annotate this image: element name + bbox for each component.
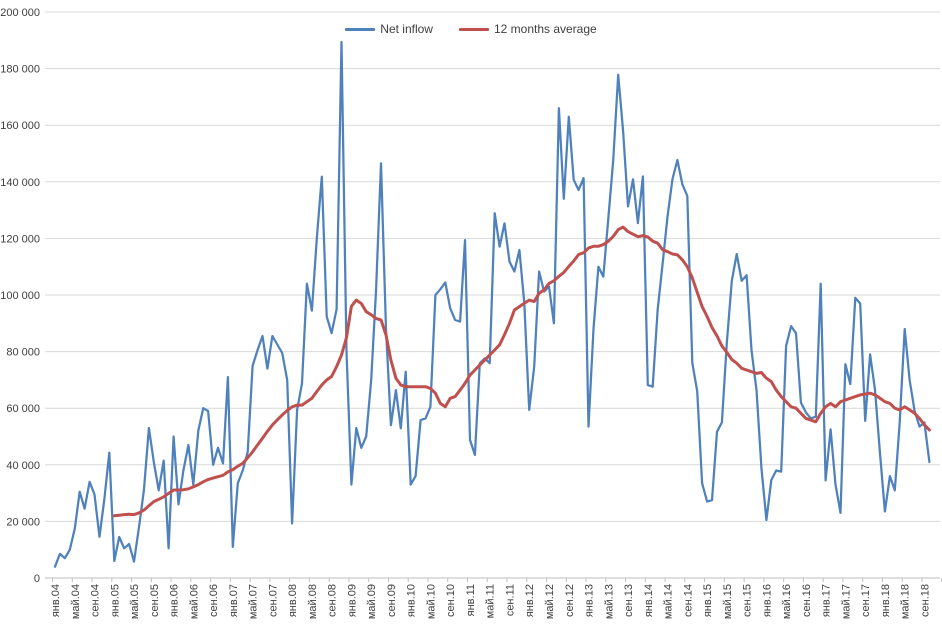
x-axis-label-сен.16: сен.16 — [801, 584, 813, 617]
x-axis-label-сен.13: сен.13 — [623, 584, 635, 617]
x-axis-label-май.13: май.13 — [603, 584, 615, 619]
x-axis-label-янв.15: янв.15 — [702, 584, 714, 617]
y-axis-label-20000: 20 000 — [6, 516, 40, 528]
y-axis-label-140000: 140 000 — [0, 177, 40, 189]
x-axis-label-янв.16: янв.16 — [761, 584, 773, 617]
x-axis-label-сен.11: сен.11 — [504, 584, 516, 616]
y-axis-label-100000: 100 000 — [0, 290, 40, 302]
x-axis-label-май.12: май.12 — [544, 584, 556, 619]
x-axis-label-май.05: май.05 — [129, 584, 141, 619]
x-axis-label-янв.11: янв.11 — [465, 584, 477, 616]
x-axis-label-янв.06: янв.06 — [169, 584, 181, 617]
y-axis-label-160000: 160 000 — [0, 120, 40, 132]
x-axis-label-май.14: май.14 — [663, 584, 675, 619]
x-axis-label-сен.07: сен.07 — [267, 584, 279, 617]
x-axis-label-янв.08: янв.08 — [287, 584, 299, 617]
x-axis-label-янв.04: янв.04 — [50, 584, 62, 617]
x-axis-label-сен.09: сен.09 — [386, 584, 398, 617]
x-axis-label-май.06: май.06 — [188, 584, 200, 619]
y-axis-label-200000: 200 000 — [0, 7, 40, 19]
x-axis-label-янв.05: янв.05 — [109, 584, 121, 617]
x-axis-label-май.10: май.10 — [425, 584, 437, 619]
x-axis-label-янв.17: янв.17 — [821, 584, 833, 617]
x-axis-label-сен.10: сен.10 — [445, 584, 457, 617]
x-axis-label-май.08: май.08 — [307, 584, 319, 619]
x-axis-label-янв.10: янв.10 — [406, 584, 418, 617]
x-axis-label-май.09: май.09 — [366, 584, 378, 619]
x-axis-label-янв.18: янв.18 — [880, 584, 892, 617]
series-line-12-months-average — [112, 225, 931, 518]
x-axis-label-сен.14: сен.14 — [682, 584, 694, 617]
y-axis-label-80000: 80 000 — [6, 347, 40, 359]
x-axis-label-янв.07: янв.07 — [228, 584, 240, 617]
x-axis-label-сен.05: сен.05 — [149, 584, 161, 617]
y-axis-label-60000: 60 000 — [6, 403, 40, 415]
y-axis-label-120000: 120 000 — [0, 233, 40, 245]
x-axis-label-янв.13: янв.13 — [584, 584, 596, 617]
x-axis-label-янв.12: янв.12 — [524, 584, 536, 617]
x-axis-label-май.16: май.16 — [781, 584, 793, 619]
x-axis-label-май.17: май.17 — [840, 584, 852, 619]
x-axis-label-май.18: май.18 — [900, 584, 912, 619]
y-axis-label-180000: 180 000 — [0, 64, 40, 76]
x-axis-label-май.11: май.11 — [485, 584, 497, 618]
x-axis-label-сен.04: сен.04 — [90, 584, 102, 617]
series-line-net-inflow — [53, 40, 931, 568]
x-axis-label-янв.09: янв.09 — [346, 584, 358, 617]
x-axis-label-сен.18: сен.18 — [919, 584, 931, 617]
x-axis-label-май.07: май.07 — [248, 584, 260, 619]
x-axis-label-сен.15: сен.15 — [742, 584, 754, 617]
x-axis-label-сен.06: сен.06 — [208, 584, 220, 617]
x-axis-label-сен.12: сен.12 — [564, 584, 576, 617]
x-axis-label-май.15: май.15 — [722, 584, 734, 619]
y-axis-label-0: 0 — [34, 573, 40, 585]
x-axis-label-май.04: май.04 — [70, 584, 82, 619]
x-axis-label-сен.08: сен.08 — [327, 584, 339, 617]
x-axis-label-сен.17: сен.17 — [860, 584, 872, 617]
y-axis-label-40000: 40 000 — [6, 460, 40, 472]
x-axis-label-янв.14: янв.14 — [643, 584, 655, 617]
